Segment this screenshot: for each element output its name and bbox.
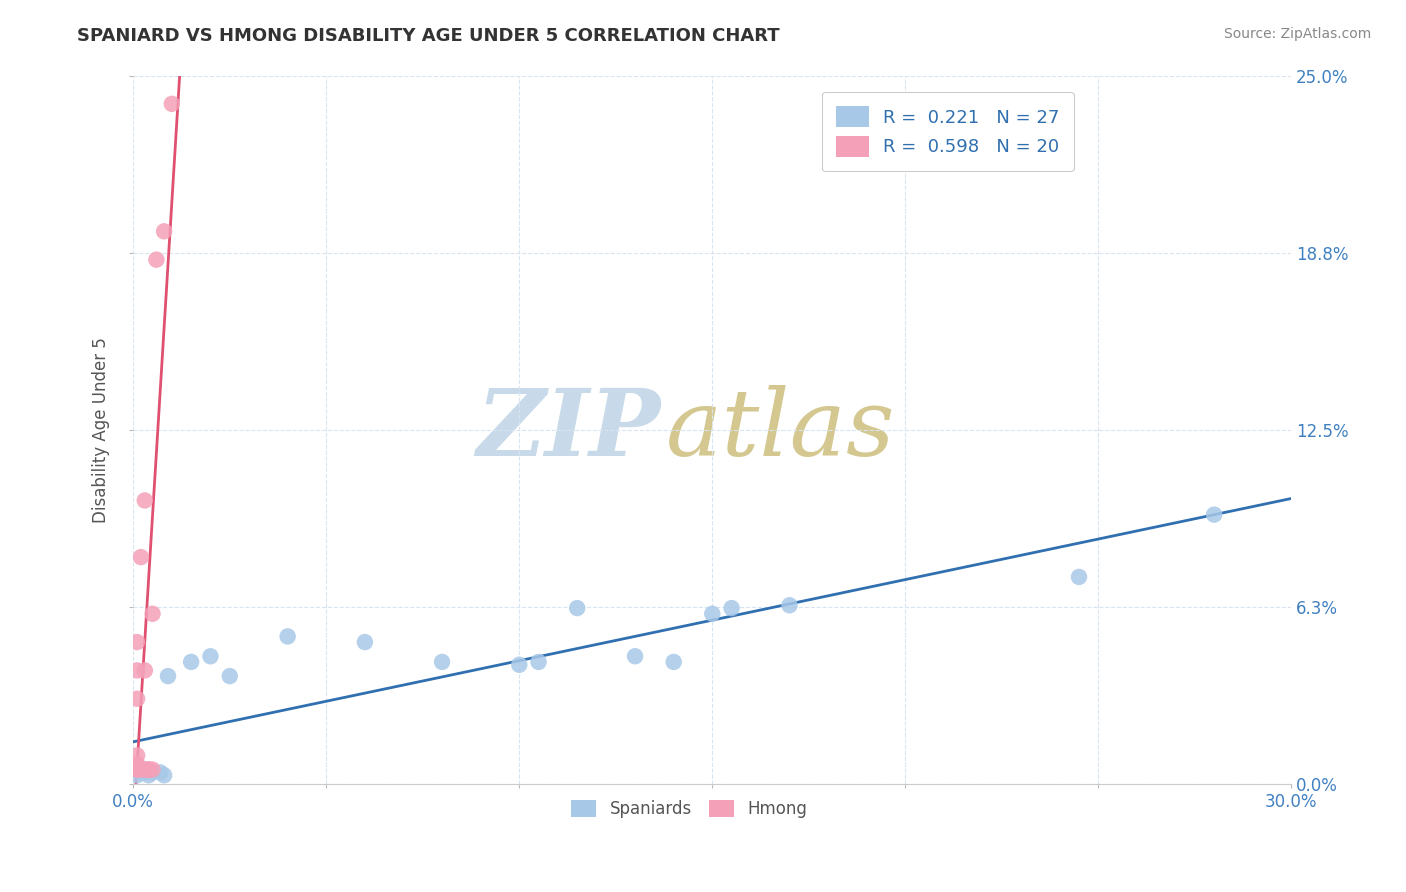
Text: Source: ZipAtlas.com: Source: ZipAtlas.com [1223, 27, 1371, 41]
Point [527, 655, 550, 669]
Point [127, 768, 149, 782]
Point [127, 691, 149, 706]
Point [662, 655, 685, 669]
Point [141, 765, 163, 780]
Point [127, 756, 149, 771]
Point [430, 655, 453, 669]
Point [702, 607, 724, 621]
Point [1204, 508, 1226, 522]
Text: SPANIARD VS HMONG DISABILITY AGE UNDER 5 CORRELATION CHART: SPANIARD VS HMONG DISABILITY AGE UNDER 5… [77, 27, 780, 45]
Point [134, 493, 156, 508]
Point [624, 649, 647, 664]
Y-axis label: Disability Age Under 5: Disability Age Under 5 [93, 336, 110, 523]
Legend: Spaniards, Hmong: Spaniards, Hmong [565, 794, 814, 825]
Point [134, 763, 156, 777]
Point [127, 763, 149, 777]
Point [149, 765, 172, 780]
Point [138, 763, 160, 777]
Point [138, 763, 160, 777]
Point [127, 763, 149, 777]
Point [200, 649, 222, 664]
Point [277, 629, 299, 643]
Text: ZIP: ZIP [475, 384, 661, 475]
Point [160, 96, 183, 111]
Point [138, 768, 160, 782]
Point [129, 763, 152, 777]
Point [127, 635, 149, 649]
Point [134, 765, 156, 780]
Point [354, 635, 377, 649]
Point [779, 599, 801, 613]
Point [156, 669, 179, 683]
Point [720, 601, 742, 615]
Point [145, 252, 167, 267]
Point [218, 669, 240, 683]
Point [153, 768, 176, 782]
Point [180, 655, 202, 669]
Point [1067, 570, 1090, 584]
Point [141, 607, 163, 621]
Point [138, 763, 160, 777]
Point [567, 601, 589, 615]
Point [127, 760, 149, 774]
Text: atlas: atlas [666, 384, 896, 475]
Point [508, 657, 530, 672]
Point [134, 763, 156, 777]
Point [141, 763, 163, 777]
Point [127, 664, 149, 678]
Point [127, 763, 149, 777]
Point [129, 550, 152, 565]
Point [134, 664, 156, 678]
Point [129, 765, 152, 780]
Point [127, 748, 149, 763]
Point [153, 224, 176, 238]
